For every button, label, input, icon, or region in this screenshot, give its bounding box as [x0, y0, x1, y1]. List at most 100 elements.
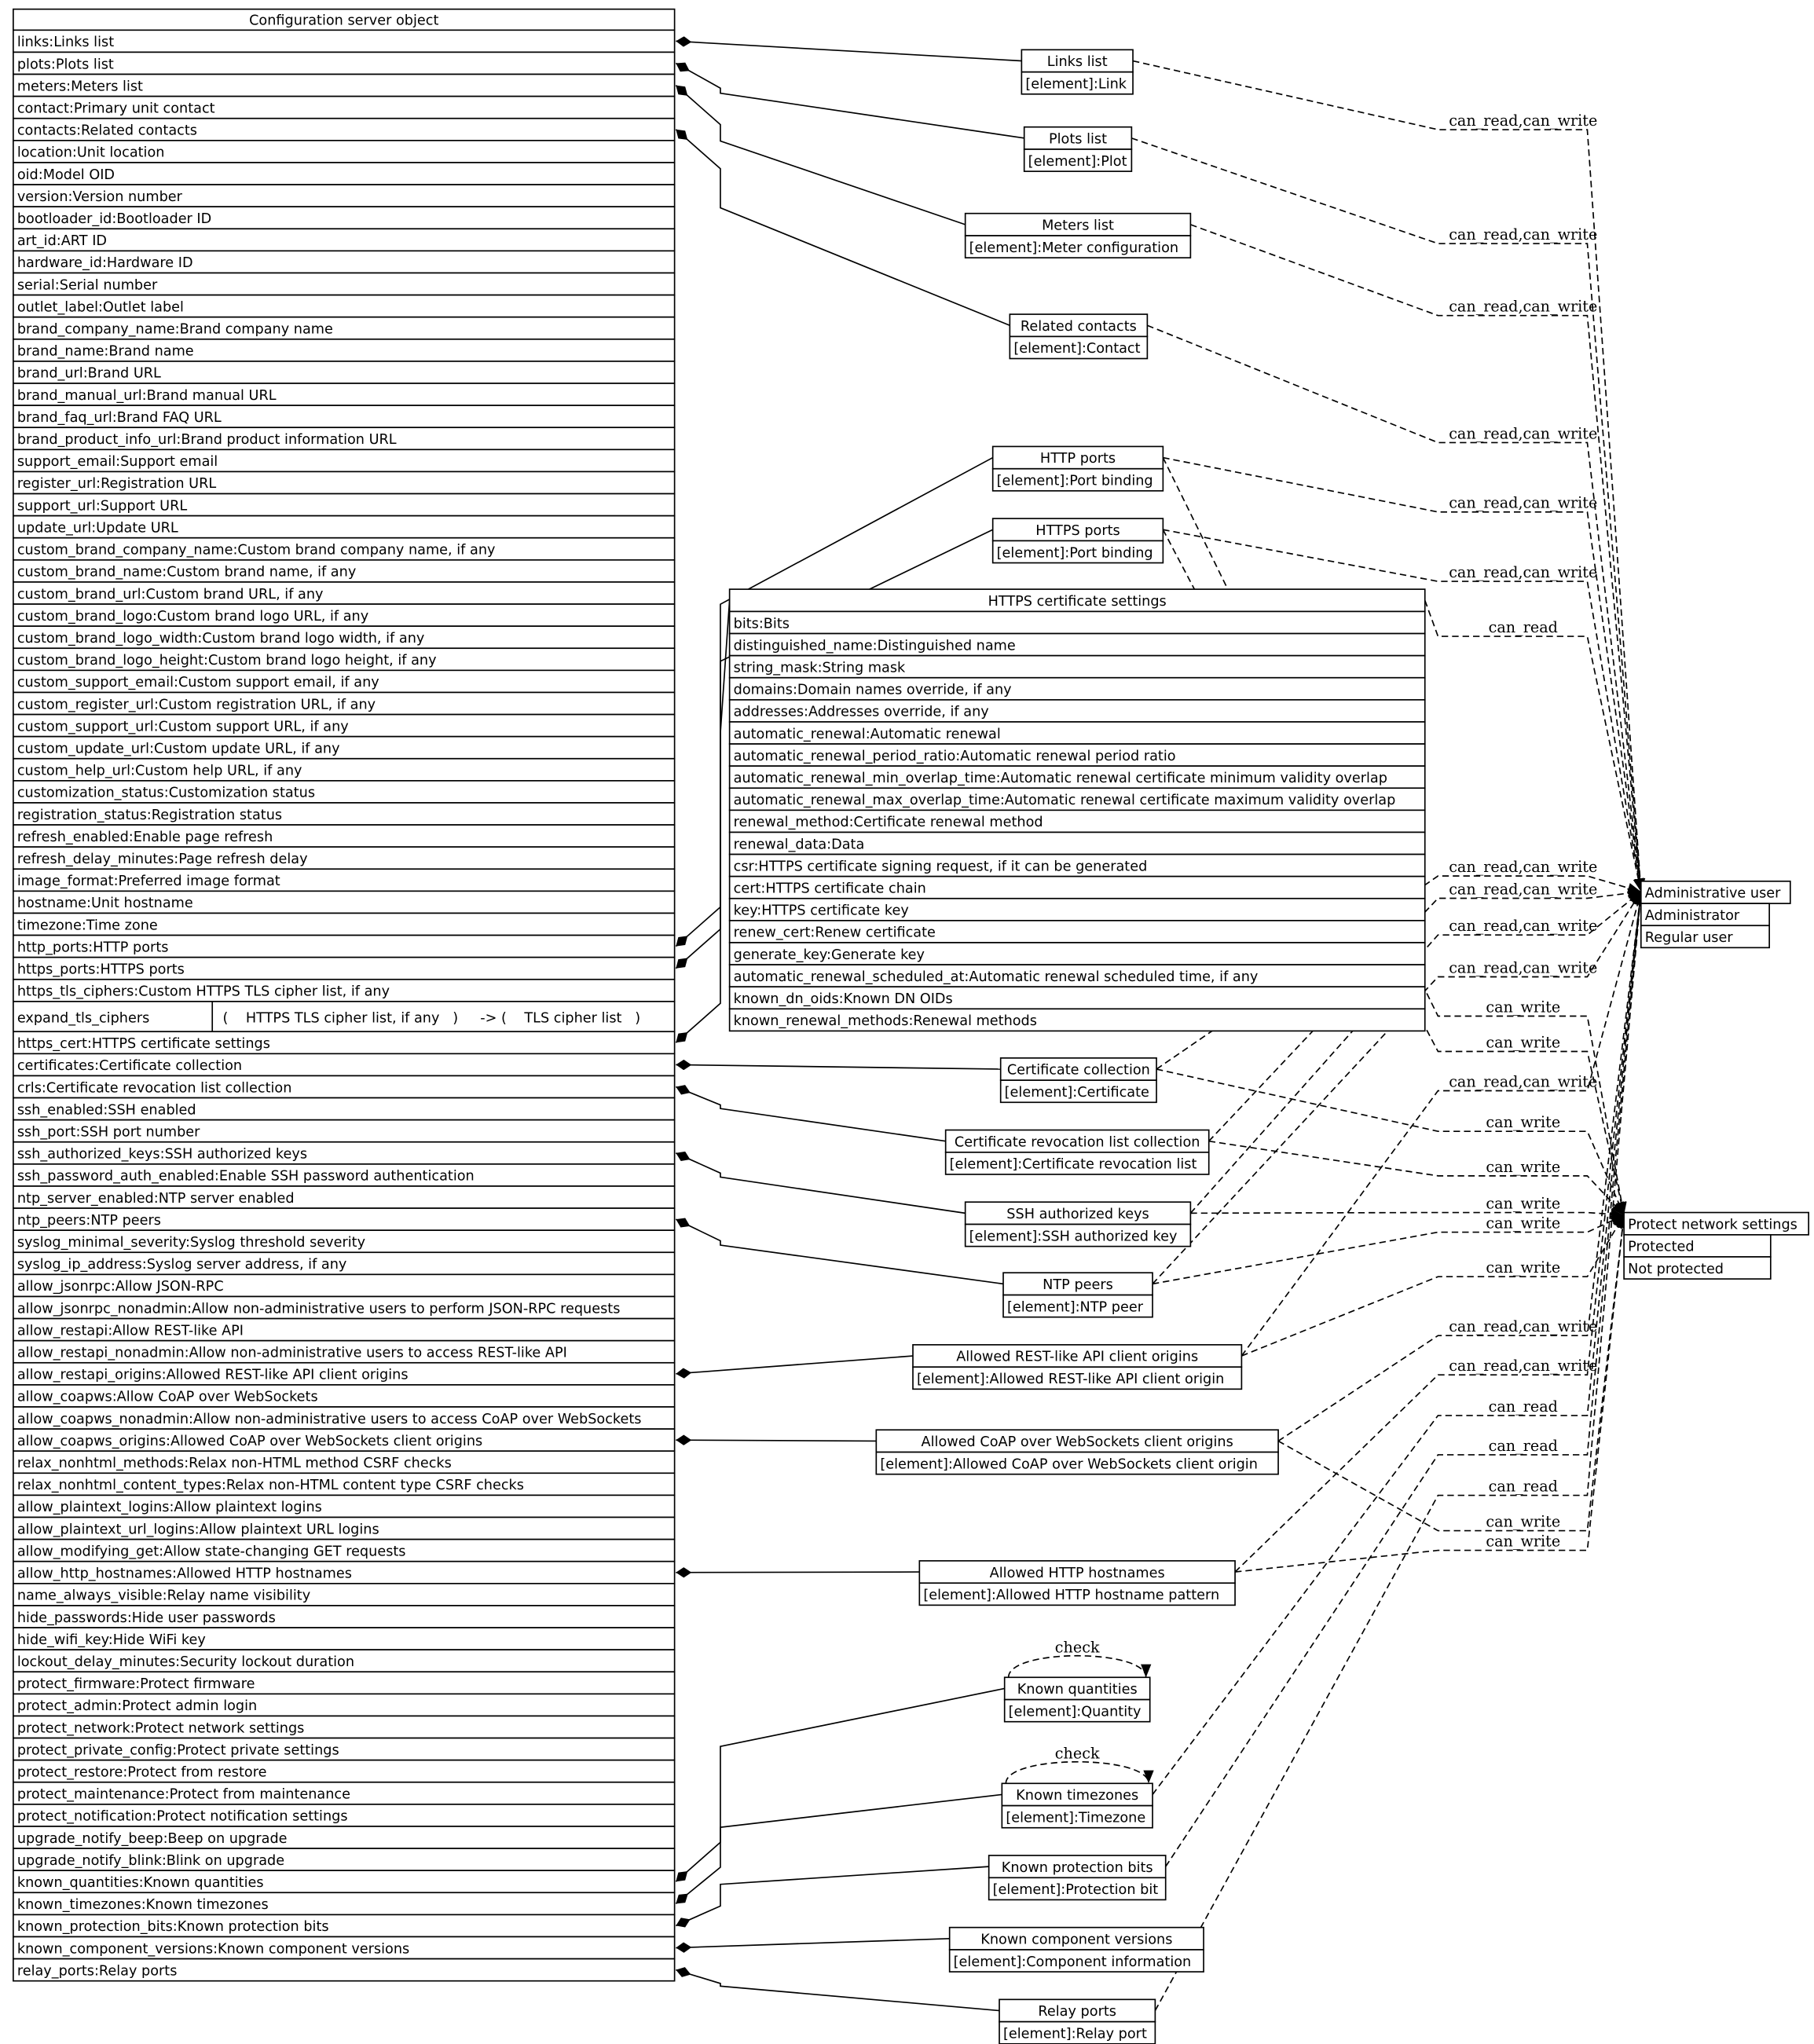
row-label: version:Version number	[17, 189, 183, 205]
row-label: custom_support_email:Custom support emai…	[17, 675, 379, 690]
table-row	[13, 1715, 676, 1739]
table-row	[13, 1848, 676, 1872]
row-label: allow_plaintext_logins:Allow plaintext l…	[17, 1500, 322, 1515]
row-label: known_timezones:Known timezones	[17, 1897, 269, 1913]
box-row	[1002, 1294, 1153, 1318]
row-label: ntp_peers:NTP peers	[17, 1213, 161, 1229]
row-label: custom_register_url:Custom registration …	[17, 697, 376, 712]
table-row	[13, 713, 676, 738]
table-row	[13, 1649, 676, 1673]
row-label: allow_coapws:Allow CoAP over WebSockets	[17, 1390, 318, 1405]
box-http: HTTP ports [element]:Port binding	[991, 445, 1164, 492]
table-row	[13, 1428, 676, 1452]
row-label: custom_brand_company_name:Custom brand c…	[17, 543, 496, 559]
box-row-label: Regular user	[1645, 930, 1734, 946]
table-row	[13, 1075, 676, 1099]
permission-edge	[1152, 892, 1645, 1795]
permission-edge	[1162, 457, 1627, 1216]
composition-edge-contacts	[675, 129, 1010, 326]
row-label: allow_jsonrpc:Allow JSON-RPC	[17, 1279, 224, 1295]
box-row-label: renew_cert:Renew certificate	[734, 925, 936, 941]
box-row	[728, 920, 1426, 943]
row-value: ( HTTPS TLS cipher list, if any ) -> ( T…	[223, 1011, 641, 1027]
table-title-cell	[13, 8, 676, 31]
row-label: allow_coapws_nonadmin:Allow non-administ…	[17, 1412, 642, 1427]
box-contacts: Related contacts [element]:Contact	[1009, 313, 1149, 360]
composition-edge-tz	[675, 1793, 1002, 1904]
row-label: allow_restapi_nonadmin:Allow non-adminis…	[17, 1346, 567, 1361]
box-row	[728, 699, 1426, 723]
row-label: allow_coapws_origins:Allowed CoAP over W…	[17, 1434, 482, 1449]
table-row	[13, 1251, 676, 1276]
box-row-label: [element]:Allowed CoAP over WebSockets c…	[880, 1456, 1258, 1472]
box-row-label: renewal_data:Data	[734, 837, 865, 852]
row-label: hostname:Unit hostname	[17, 896, 193, 911]
box-title: Allowed CoAP over WebSockets client orig…	[922, 1434, 1233, 1450]
box-row	[728, 942, 1426, 965]
box-row-label: [element]:Port binding	[997, 545, 1153, 561]
table-row	[13, 1494, 676, 1518]
box-row-label: [element]:Plot	[1028, 154, 1127, 170]
table-row	[13, 1560, 676, 1584]
box-row	[1003, 1698, 1151, 1723]
box-ssh: SSH authorized keys [element]:SSH authori…	[964, 1201, 1192, 1247]
box-title: Certificate revocation list collection	[955, 1134, 1200, 1150]
box-row-label: known_renewal_methods:Renewal methods	[734, 1013, 1037, 1029]
row-label: brand_company_name:Brand company name	[17, 322, 333, 338]
box-row-label: [element]:Timezone	[1006, 1810, 1145, 1826]
row-label: brand_name:Brand name	[17, 344, 194, 360]
permission-edge-label: can_read,can_write	[1449, 563, 1597, 581]
box-title: SSH authorized keys	[1006, 1207, 1149, 1222]
box-row-label: [element]:Quantity	[1009, 1704, 1142, 1720]
permission-edge-label: can_write	[1486, 1533, 1560, 1551]
table-row	[13, 868, 676, 892]
table-row	[13, 95, 676, 119]
row-label: protect_private_config:Protect private s…	[17, 1742, 339, 1758]
box-row-label: [element]:Meter configuration	[969, 240, 1178, 256]
row-label: hide_wifi_key:Hide WiFi key	[17, 1632, 206, 1648]
composition-edge-cert	[675, 600, 731, 1043]
box-title: Allowed REST-like API client origins	[956, 1350, 1198, 1365]
row-label: brand_url:Brand URL	[17, 366, 161, 382]
box-row	[728, 610, 1426, 635]
box-title: Certificate collection	[1007, 1063, 1150, 1079]
permission-edge-label: can_write	[1486, 1113, 1560, 1131]
box-row-label: [element]:Port binding	[997, 474, 1153, 489]
row-label: bootloader_id:Bootloader ID	[17, 211, 211, 227]
box-title: HTTP ports	[1040, 451, 1116, 467]
permission-edge	[1131, 137, 1646, 892]
row-label: syslog_minimal_severity:Syslog threshold…	[17, 1235, 365, 1251]
box-title: Plots list	[1049, 132, 1107, 148]
box-row	[728, 1008, 1426, 1032]
box-plots: Plots list [element]:Plot	[1023, 126, 1133, 172]
permission-edge	[1163, 456, 1645, 892]
permission-edge	[1277, 1214, 1628, 1532]
table-row	[13, 780, 676, 804]
table-row	[13, 691, 676, 716]
table-row	[13, 912, 676, 936]
permission-edge	[1190, 224, 1645, 892]
box-title: NTP peers	[1043, 1277, 1113, 1293]
permission-edge-label: can_write	[1486, 1513, 1560, 1531]
box-row-label: Not protected	[1628, 1262, 1724, 1277]
box-row-label: automatic_renewal_min_overlap_time:Autom…	[734, 771, 1387, 786]
table-row	[13, 802, 676, 826]
box-row-label: Administrator	[1645, 908, 1740, 924]
box-row	[728, 831, 1426, 855]
table-row	[13, 1097, 676, 1121]
table-row	[13, 1804, 676, 1827]
row-label: known_component_versions:Known component…	[17, 1941, 409, 1957]
permission-edge-label: can_read,can_write	[1449, 917, 1597, 935]
box-row	[728, 897, 1426, 921]
box-row	[1640, 903, 1770, 927]
row-label: certificates:Certificate collection	[17, 1058, 242, 1074]
box-row	[728, 853, 1426, 877]
table-row	[13, 272, 676, 296]
row-label: relay_ports:Relay ports	[17, 1963, 178, 1979]
box-ntp: NTP peers [element]:NTP peer	[1002, 1272, 1153, 1318]
box-relay: Relay ports [element]:Relay port	[999, 1998, 1156, 2044]
box-title: Known quantities	[1017, 1682, 1138, 1698]
table-row	[13, 1914, 676, 1938]
row-label: allow_restapi_origins:Allowed REST-like …	[17, 1368, 409, 1383]
box-row	[964, 235, 1192, 258]
